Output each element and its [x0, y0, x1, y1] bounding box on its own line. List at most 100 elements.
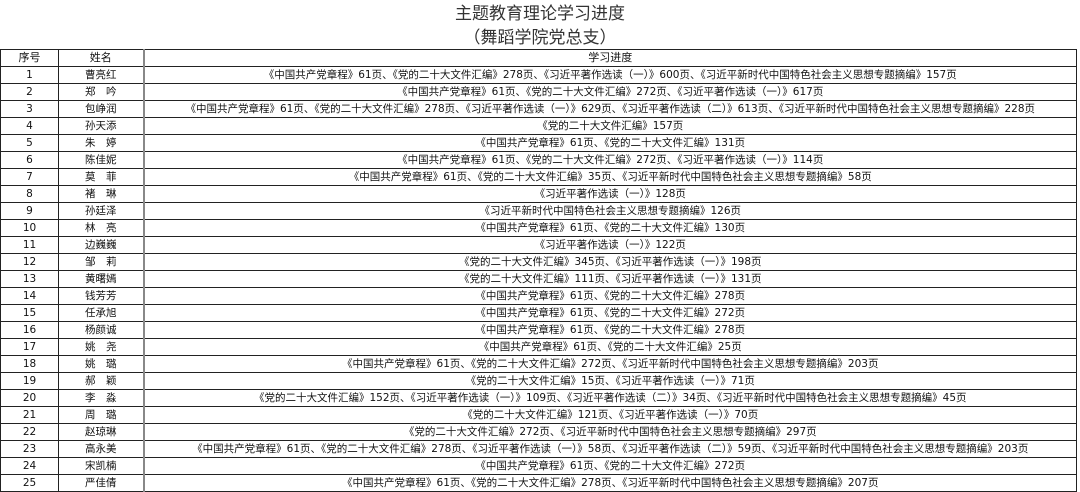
- cell-name: 褚 琳: [58, 185, 144, 203]
- cell-progress: 《党的二十大文件汇编》15页、《习近平著作选读（一）》71页: [142, 372, 1077, 390]
- cell-name: 赵琼琳: [58, 423, 144, 441]
- cell-name: 孙天添: [58, 117, 144, 135]
- header-progress: 学习进度: [142, 49, 1077, 67]
- table-row: 20 李 淼《党的二十大文件汇编》152页、《习近平著作选读（一）》109页、《习…: [0, 389, 1077, 407]
- cell-index: 19: [0, 372, 59, 390]
- cell-index: 14: [0, 287, 59, 305]
- cell-name: 曹亮红: [58, 66, 144, 84]
- cell-index: 10: [0, 219, 59, 237]
- table-row: 24 宋凯楠 《中国共产党章程》61页、《党的二十大文件汇编》272页: [0, 457, 1077, 475]
- cell-index: 22: [0, 423, 59, 441]
- cell-index: 25: [0, 474, 59, 492]
- table-row: 21 周 璐《党的二十大文件汇编》121页、《习近平著作选读（一）》70页: [0, 406, 1077, 424]
- table-row: 6 陈佳妮 《中国共产党章程》61页、《党的二十大文件汇编》272页、《习近平著作选…: [0, 151, 1077, 169]
- cell-index: 24: [0, 457, 59, 475]
- header-name: 姓名: [58, 49, 144, 67]
- cell-progress: 《中国共产党章程》61页、《党的二十大文件汇编》278页、《习近平著作选读（一）…: [142, 100, 1077, 118]
- cell-name: 邹 莉: [58, 253, 144, 271]
- cell-name: 高永美: [58, 440, 144, 458]
- cell-progress: 《习近平著作选读（一）》122页: [142, 236, 1077, 254]
- cell-name: 姚 尧: [58, 338, 144, 356]
- table-row: 9 孙廷泽 《习近平新时代中国特色社会主义思想专题摘编》126页: [0, 202, 1077, 220]
- cell-progress: 《中国共产党章程》61页、《党的二十大文件汇编》35页、《习近平新时代中国特色社…: [142, 168, 1077, 186]
- cell-index: 7: [0, 168, 59, 186]
- cell-progress: 《中国共产党章程》61页、《党的二十大文件汇编》278页、《习近平著作选读（一）…: [142, 440, 1077, 458]
- cell-index: 8: [0, 185, 59, 203]
- cell-index: 15: [0, 304, 59, 322]
- document-subtitle: （舞蹈学院党总支）: [463, 28, 617, 48]
- cell-progress: 《党的二十大文件汇编》111页、《习近平著作选读（一）》131页: [142, 270, 1077, 288]
- cell-progress: 《中国共产党章程》61页、《党的二十大文件汇编》272页、《习近平著作选读（一）…: [142, 83, 1077, 101]
- cell-name: 宋凯楠: [58, 457, 144, 475]
- cell-index: 13: [0, 270, 59, 288]
- cell-progress: 《党的二十大文件汇编》272页、《习近平新时代中国特色社会主义思想专题摘编》29…: [142, 423, 1077, 441]
- cell-progress: 《党的二十大文件汇编》157页: [142, 117, 1077, 135]
- table-row: 3 包峥润 《中国共产党章程》61页、《党的二十大文件汇编》278页、《习近平著作选…: [0, 100, 1077, 118]
- cell-progress: 《中国共产党章程》61页、《党的二十大文件汇编》272页: [142, 304, 1077, 322]
- cell-progress: 《中国共产党章程》61页、《党的二十大文件汇编》272页: [142, 457, 1077, 475]
- cell-name: 朱 婷: [58, 134, 144, 152]
- cell-name: 孙廷泽: [58, 202, 144, 220]
- cell-name: 任承旭: [58, 304, 144, 322]
- cell-index: 9: [0, 202, 59, 220]
- cell-name: 黄曙嫣: [58, 270, 144, 288]
- cell-index: 2: [0, 83, 59, 101]
- cell-progress: 《党的二十大文件汇编》121页、《习近平著作选读（一）》70页: [142, 406, 1077, 424]
- table-row: 22 赵琼琳 《党的二十大文件汇编》272页、《习近平新时代中国特色社会主义思想专题…: [0, 423, 1077, 441]
- cell-index: 20: [0, 389, 59, 407]
- cell-progress: 《习近平新时代中国特色社会主义思想专题摘编》126页: [142, 202, 1077, 220]
- cell-progress: 《中国共产党章程》61页、《党的二十大文件汇编》130页: [142, 219, 1077, 237]
- cell-progress: 《习近平著作选读（一）》128页: [142, 185, 1077, 203]
- cell-name: 郝 颖: [58, 372, 144, 390]
- cell-index: 5: [0, 134, 59, 152]
- cell-progress: 《中国共产党章程》61页、《党的二十大文件汇编》278页、《习近平新时代中国特色…: [142, 474, 1077, 492]
- table-row: 13 黄曙嫣 《党的二十大文件汇编》111页、《习近平著作选读（一）》131页: [0, 270, 1077, 288]
- table-row: 16 杨颜诚 《中国共产党章程》61页、《党的二十大文件汇编》278页: [0, 321, 1077, 339]
- cell-progress: 《党的二十大文件汇编》152页、《习近平著作选读（一）》109页、《习近平著作选…: [142, 389, 1077, 407]
- cell-index: 11: [0, 236, 59, 254]
- cell-index: 17: [0, 338, 59, 356]
- cell-progress: 《中国共产党章程》61页、《党的二十大文件汇编》131页: [142, 134, 1077, 152]
- cell-progress: 《中国共产党章程》61页、《党的二十大文件汇编》278页、《习近平著作选读（一）…: [142, 66, 1077, 84]
- cell-index: 21: [0, 406, 59, 424]
- cell-index: 18: [0, 355, 59, 373]
- cell-name: 钱芳芳: [58, 287, 144, 305]
- table-row: 11 边巍巍 《习近平著作选读（一）》122页: [0, 236, 1077, 254]
- cell-progress: 《中国共产党章程》61页、《党的二十大文件汇编》278页: [142, 287, 1077, 305]
- cell-progress: 《中国共产党章程》61页、《党的二十大文件汇编》272页、《习近平著作选读（一）…: [142, 151, 1077, 169]
- cell-name: 姚 璐: [58, 355, 144, 373]
- cell-name: 郑 吟: [58, 83, 144, 101]
- table-row: 10 林 亮《中国共产党章程》61页、《党的二十大文件汇编》130页: [0, 219, 1077, 237]
- cell-index: 23: [0, 440, 59, 458]
- header-index: 序号: [0, 49, 59, 67]
- table-row: 15 任承旭 《中国共产党章程》61页、《党的二十大文件汇编》272页: [0, 304, 1077, 322]
- cell-index: 1: [0, 66, 59, 84]
- cell-name: 陈佳妮: [58, 151, 144, 169]
- table-header-row: 序号 姓名 学习进度: [0, 49, 1077, 67]
- table-row: 17 姚 尧《中国共产党章程》61页、《党的二十大文件汇编》25页: [0, 338, 1077, 356]
- cell-name: 边巍巍: [58, 236, 144, 254]
- table-row: 12 邹 莉《党的二十大文件汇编》345页、《习近平著作选读（一）》198页: [0, 253, 1077, 271]
- cell-name: 严佳倩: [58, 474, 144, 492]
- table-row: 18 姚 璐《中国共产党章程》61页、《党的二十大文件汇编》272页、《习近平新时…: [0, 355, 1077, 373]
- cell-name: 包峥润: [58, 100, 144, 118]
- cell-name: 周 璐: [58, 406, 144, 424]
- document-title: 主题教育理论学习进度: [455, 4, 625, 24]
- table-row: 23 高永美 《中国共产党章程》61页、《党的二十大文件汇编》278页、《习近平著作…: [0, 440, 1077, 458]
- cell-name: 李 淼: [58, 389, 144, 407]
- cell-index: 12: [0, 253, 59, 271]
- cell-name: 莫 菲: [58, 168, 144, 186]
- table-row: 19 郝 颖《党的二十大文件汇编》15页、《习近平著作选读（一）》71页: [0, 372, 1077, 390]
- cell-progress: 《中国共产党章程》61页、《党的二十大文件汇编》272页、《习近平新时代中国特色…: [142, 355, 1077, 373]
- cell-index: 16: [0, 321, 59, 339]
- cell-progress: 《中国共产党章程》61页、《党的二十大文件汇编》278页: [142, 321, 1077, 339]
- cell-name: 杨颜诚: [58, 321, 144, 339]
- table-row: 1 曹亮红 《中国共产党章程》61页、《党的二十大文件汇编》278页、《习近平著作选…: [0, 66, 1077, 84]
- table-row: 14 钱芳芳 《中国共产党章程》61页、《党的二十大文件汇编》278页: [0, 287, 1077, 305]
- table-row: 4 孙天添 《党的二十大文件汇编》157页: [0, 117, 1077, 135]
- cell-index: 6: [0, 151, 59, 169]
